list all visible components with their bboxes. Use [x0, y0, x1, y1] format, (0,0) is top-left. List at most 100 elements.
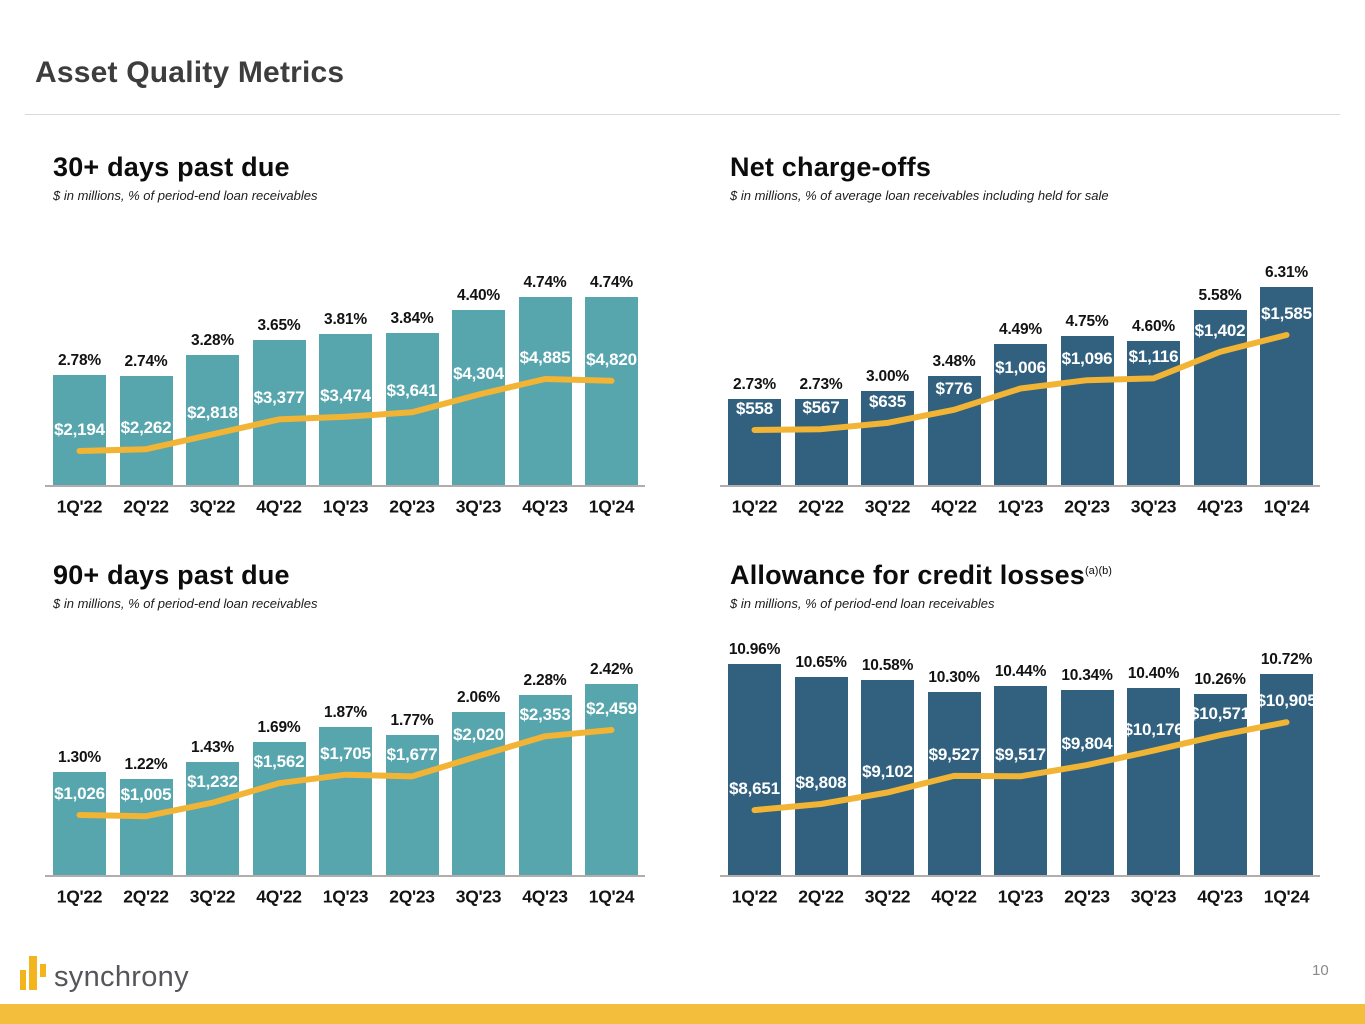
- synchrony-logo-icon: [20, 956, 46, 990]
- x-axis-label: 1Q'24: [1263, 496, 1310, 517]
- bar-dollar-label: $1,402: [1194, 320, 1246, 340]
- bar-dollar-label: $635: [868, 391, 907, 411]
- bar-dollar-label: $2,459: [586, 698, 637, 718]
- x-axis-label: 2Q'23: [389, 496, 435, 517]
- x-axis-label: 3Q'22: [864, 496, 911, 517]
- x-axis-line: [720, 875, 1320, 877]
- bar-pct-label: 10.72%: [1260, 651, 1313, 669]
- x-axis-label: 3Q'23: [1130, 886, 1177, 907]
- bar: [994, 686, 1047, 875]
- bar-pct-label: 2.74%: [124, 353, 168, 371]
- chart-subtitle: $ in millions, % of period-end loan rece…: [53, 188, 318, 203]
- bar-dollar-label: $10,571: [1189, 704, 1251, 724]
- chart-superscript: (a)(b): [1085, 565, 1112, 577]
- bar-dollar-label: $2,020: [453, 725, 504, 744]
- bar: [927, 692, 981, 875]
- chart-subtitle: $ in millions, % of period-end loan rece…: [53, 596, 318, 611]
- bar-pct-label: 3.00%: [866, 367, 909, 385]
- x-axis-label: 3Q'23: [455, 496, 502, 517]
- bar-dollar-label: $4,885: [519, 348, 571, 368]
- bar-pct-label: 1.69%: [257, 718, 301, 736]
- bar-pct-label: 3.81%: [324, 310, 367, 328]
- chart-title-text: 90+ days past due: [53, 560, 290, 590]
- x-axis-label: 1Q'23: [322, 496, 369, 517]
- bar-dollar-label: $1,096: [1061, 349, 1113, 369]
- x-axis-label: 2Q'22: [798, 886, 844, 907]
- bar-dollar-label: $567: [802, 398, 840, 418]
- bar-dollar-label: $4,820: [586, 349, 637, 369]
- bar-pct-label: 2.78%: [58, 351, 101, 369]
- bar-dollar-label: $9,517: [995, 745, 1046, 765]
- x-axis-label: 1Q'24: [588, 886, 635, 907]
- x-axis-label: 4Q'22: [256, 886, 302, 907]
- plot-area-net-charge-offs: 2.73% 1Q'22 2.73% 2Q'22 3.00% 3Q'22 3.48% 4Q'22…: [720, 240, 1320, 522]
- chart-subtitle: $ in millions, % of period-end loan rece…: [730, 596, 995, 611]
- x-axis-label: 1Q'22: [56, 886, 103, 907]
- synchrony-logo: synchrony: [20, 955, 220, 1000]
- bar-pct-label: 10.96%: [728, 640, 781, 658]
- x-axis-label: 4Q'22: [931, 886, 977, 907]
- plot-area-90-days-past-due: 1.30% 1Q'22 1.22% 2Q'22 1.43% 3Q'22 1.69% 4Q'22…: [45, 630, 645, 912]
- bar-dollar-label: $2,262: [120, 418, 172, 438]
- bar-dollar-label: $1,705: [320, 743, 371, 763]
- bar-pct-label: 4.49%: [999, 321, 1042, 338]
- bar-dollar-label: $8,808: [795, 772, 847, 792]
- bar: [385, 332, 439, 485]
- x-axis-label: 1Q'22: [731, 496, 778, 517]
- chart-title: Allowance for credit losses(a)(b): [730, 560, 1112, 591]
- bar-pct-label: 4.75%: [1065, 312, 1109, 330]
- chart-title: 30+ days past due: [53, 152, 317, 183]
- chart-section-allowance-credit-losses: Allowance for credit losses(a)(b) $ in m…: [730, 560, 1112, 611]
- bar-dollar-label: $9,804: [1061, 734, 1113, 754]
- x-axis-label: 1Q'24: [1263, 886, 1310, 907]
- x-axis-label: 2Q'22: [123, 496, 169, 517]
- x-axis-label: 2Q'23: [1064, 886, 1110, 907]
- plot-area-allowance-credit-losses: 10.96% 1Q'22 10.65% 2Q'22 10.58% 3Q'22 10.30% 4…: [720, 630, 1320, 912]
- bar-dollar-label: $1,116: [1128, 347, 1179, 367]
- bar-pct-label: 10.44%: [994, 663, 1047, 681]
- chart-title: Net charge-offs: [730, 152, 1109, 183]
- x-axis-line: [45, 485, 645, 487]
- bar-dollar-label: $1,005: [120, 785, 172, 805]
- bar-pct-label: 10.34%: [1061, 667, 1113, 685]
- bar-dollar-label: $2,353: [519, 705, 571, 725]
- x-axis-line: [720, 485, 1320, 487]
- bar-pct-label: 4.74%: [523, 274, 567, 291]
- bar-dollar-label: $4,304: [453, 363, 504, 383]
- bar-dollar-label: $1,026: [54, 783, 105, 803]
- bar-pct-label: 1.43%: [191, 739, 234, 757]
- bar: [1127, 687, 1180, 875]
- x-axis-label: 3Q'23: [455, 886, 502, 907]
- x-axis-line: [45, 875, 645, 877]
- bar-dollar-label: $1,006: [995, 357, 1046, 377]
- x-axis-label: 1Q'24: [588, 496, 635, 517]
- bar-dollar-label: $10,176: [1123, 719, 1184, 739]
- x-axis-label: 3Q'22: [864, 886, 911, 907]
- x-axis-label: 4Q'23: [522, 886, 568, 907]
- bar-pct-label: 10.40%: [1127, 664, 1180, 682]
- bar-pct-label: 10.58%: [861, 657, 914, 675]
- bar-dollar-label: $3,474: [320, 385, 371, 405]
- bar: [728, 663, 781, 875]
- chart-title-text: Allowance for credit losses: [730, 560, 1086, 590]
- bar-pct-label: 2.28%: [523, 672, 567, 690]
- x-axis-label: 1Q'23: [997, 496, 1044, 517]
- bar-dollar-label: $9,527: [928, 744, 980, 764]
- bar-pct-label: 3.65%: [257, 317, 301, 335]
- x-axis-label: 2Q'23: [1064, 496, 1110, 517]
- bar-dollar-label: $8,651: [729, 779, 780, 799]
- plot-area-30-days-past-due: 2.78% 1Q'22 2.74% 2Q'22 3.28% 3Q'22 3.65% 4Q'22…: [45, 240, 645, 522]
- bar-dollar-label: $2,194: [54, 420, 105, 439]
- bar-pct-label: 2.06%: [457, 689, 500, 707]
- bar-pct-label: 4.74%: [590, 274, 633, 291]
- page-number: 10: [1312, 962, 1329, 979]
- chart-section-net-charge-offs: Net charge-offs $ in millions, % of aver…: [730, 152, 1109, 203]
- x-axis-label: 3Q'22: [189, 496, 236, 517]
- chart-title-text: 30+ days past due: [53, 152, 290, 182]
- bar-pct-label: 6.31%: [1265, 263, 1308, 281]
- bar-dollar-label: $2,818: [187, 403, 238, 423]
- bar-pct-label: 1.87%: [324, 704, 367, 722]
- logo-wordmark: synchrony: [54, 961, 189, 993]
- x-axis-label: 4Q'23: [522, 496, 568, 517]
